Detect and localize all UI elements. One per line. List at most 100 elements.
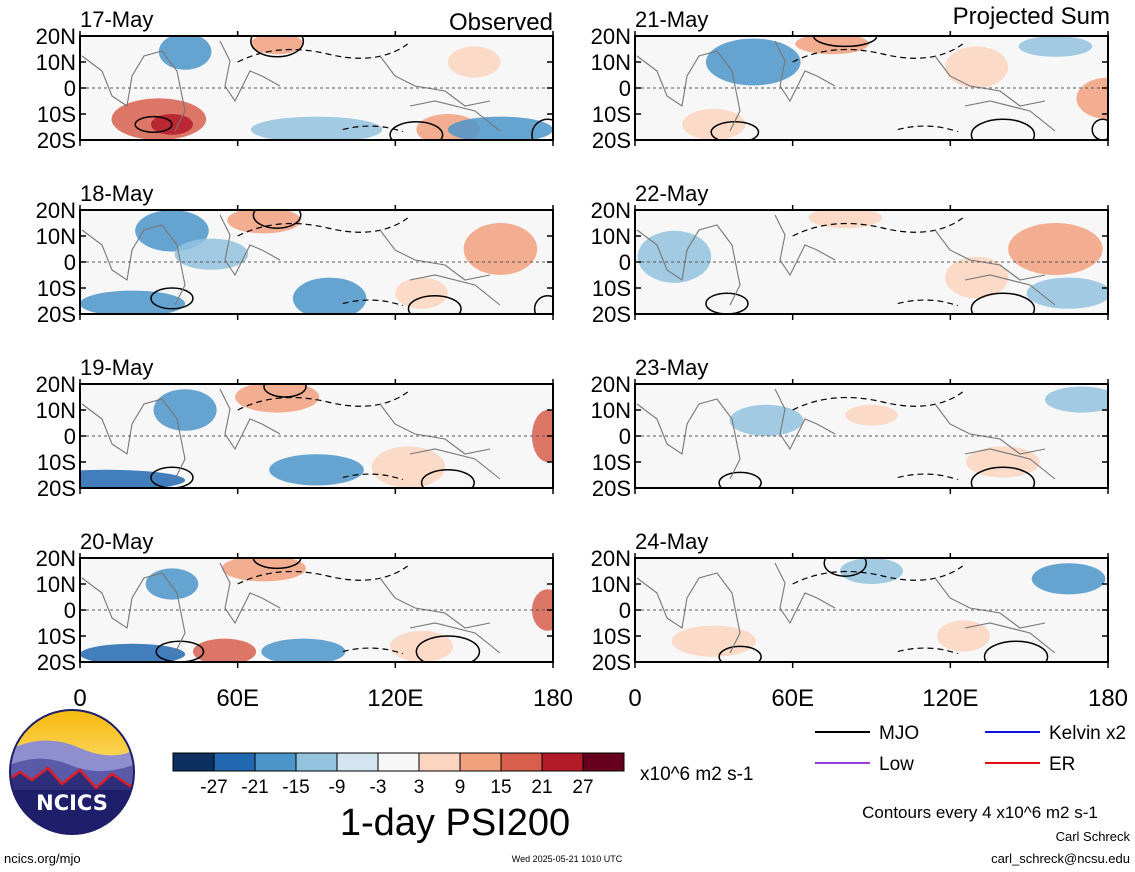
y-tick-label: 10S (37, 624, 76, 649)
y-tick-label: 0 (64, 76, 76, 101)
anomaly-blob (937, 620, 990, 652)
y-tick-label: 10S (592, 276, 631, 301)
x-tick-labels: 0 60E 120E 180 0 60E 120E 180 (73, 685, 1128, 712)
colorbar-swatch (500, 752, 543, 772)
y-tick-label: 10S (592, 102, 631, 127)
anomaly-blob (705, 38, 801, 86)
x-tick-label: 0 (73, 685, 86, 712)
mjo-contour (263, 384, 307, 398)
footer-timestamp: Wed 2025-05-21 1010 UTC (512, 854, 623, 864)
x-tick-label: 180 (1088, 685, 1128, 712)
dashed-contour (897, 299, 958, 307)
y-tick-label: 20N (36, 198, 76, 223)
anomaly-blob (221, 558, 306, 582)
dashed-contour (342, 299, 403, 307)
anomaly-blob (80, 469, 186, 488)
colorbar-swatch (459, 752, 502, 772)
y-tick-label: 20S (592, 128, 631, 153)
anomaly-blob (845, 404, 898, 426)
legend: MJO Kelvin x2 Low ER (815, 723, 1126, 775)
panel-date: 19-May (80, 355, 153, 380)
legend-label: ER (1049, 754, 1075, 775)
y-tick-label: 20S (592, 302, 631, 327)
anomaly-blob (80, 290, 186, 314)
y-tick-label: 20N (591, 198, 631, 223)
coastline (636, 562, 1056, 654)
y-tick-label: 20N (591, 24, 631, 49)
x-tick-label: 180 (533, 685, 573, 712)
mjo-contour (705, 292, 749, 314)
y-tick-label: 20N (36, 372, 76, 397)
mjo-contour (823, 558, 867, 577)
dashed-contour (897, 473, 958, 481)
y-tick-label: 10N (591, 50, 631, 75)
y-tick-label: 20S (592, 650, 631, 675)
footer-site: ncics.org/mjo (4, 851, 81, 866)
mjo-contour (252, 558, 302, 570)
colorbar-label: -3 (370, 777, 387, 798)
dashed-contour (792, 43, 964, 63)
y-tick-label: 10S (592, 450, 631, 475)
y-tick-label: 10N (591, 224, 631, 249)
mjo-contour (420, 469, 475, 488)
y-tick-label: 0 (64, 424, 76, 449)
y-tick-label: 10N (36, 50, 76, 75)
anomaly-blob (682, 108, 746, 140)
anomaly-blob (390, 630, 454, 662)
colorbar-swatch (254, 752, 297, 772)
anomaly-blob (261, 638, 346, 662)
anomaly-blob (463, 223, 538, 275)
coastline (636, 214, 1056, 306)
panel-date: 24-May (635, 529, 708, 554)
mjo-contour (970, 466, 1036, 488)
y-tick-label: 0 (619, 424, 631, 449)
anomaly-blob (1031, 563, 1106, 595)
anomaly-blob (135, 210, 209, 252)
dashed-contour (792, 391, 964, 411)
colorbar-swatch (172, 752, 215, 772)
mjo-contour (407, 295, 462, 314)
figure-title: 1-day PSI200 (340, 802, 570, 844)
panels: 17-May20N10N010S20S18-May20N10N010S20S19… (36, 7, 1109, 675)
mjo-contour (983, 640, 1049, 662)
logo-text: NCICS (36, 791, 108, 815)
colorbar-swatch (377, 752, 420, 772)
mjo-contour (718, 645, 762, 662)
anomaly-blob (671, 625, 756, 657)
dashed-contour (342, 647, 403, 655)
coastline (81, 40, 501, 132)
y-tick-label: 20N (36, 24, 76, 49)
y-tick-label: 20S (37, 302, 76, 327)
y-tick-label: 20S (37, 650, 76, 675)
mjo-contour (1091, 118, 1108, 140)
anomaly-field (636, 386, 1108, 488)
y-tick-label: 10S (592, 624, 631, 649)
contour-note: Contours every 4 x10^6 m2 s-1 (862, 803, 1098, 822)
legend-label: Kelvin x2 (1049, 723, 1126, 744)
anomaly-blob (395, 277, 448, 309)
mjo-contour (718, 471, 762, 488)
x-tick-label: 60E (216, 685, 259, 712)
anomaly-blob (1018, 36, 1093, 57)
mjo-contour (812, 36, 878, 48)
y-tick-label: 0 (64, 250, 76, 275)
y-tick-label: 10S (37, 102, 76, 127)
coastline (81, 214, 501, 306)
mjo-contour (533, 295, 553, 314)
anomaly-blob (1026, 277, 1108, 309)
y-tick-label: 20N (591, 546, 631, 571)
colorbar-label: 27 (572, 777, 593, 798)
anomaly-field (636, 36, 1108, 140)
anomaly-blob (227, 210, 301, 234)
anomaly-blob (1076, 77, 1108, 120)
colorbar-label: 15 (490, 777, 511, 798)
y-tick-label: 20S (592, 476, 631, 501)
dashed-contour (237, 43, 409, 63)
anomaly-field (636, 558, 1106, 662)
anomaly-blob (839, 558, 904, 584)
